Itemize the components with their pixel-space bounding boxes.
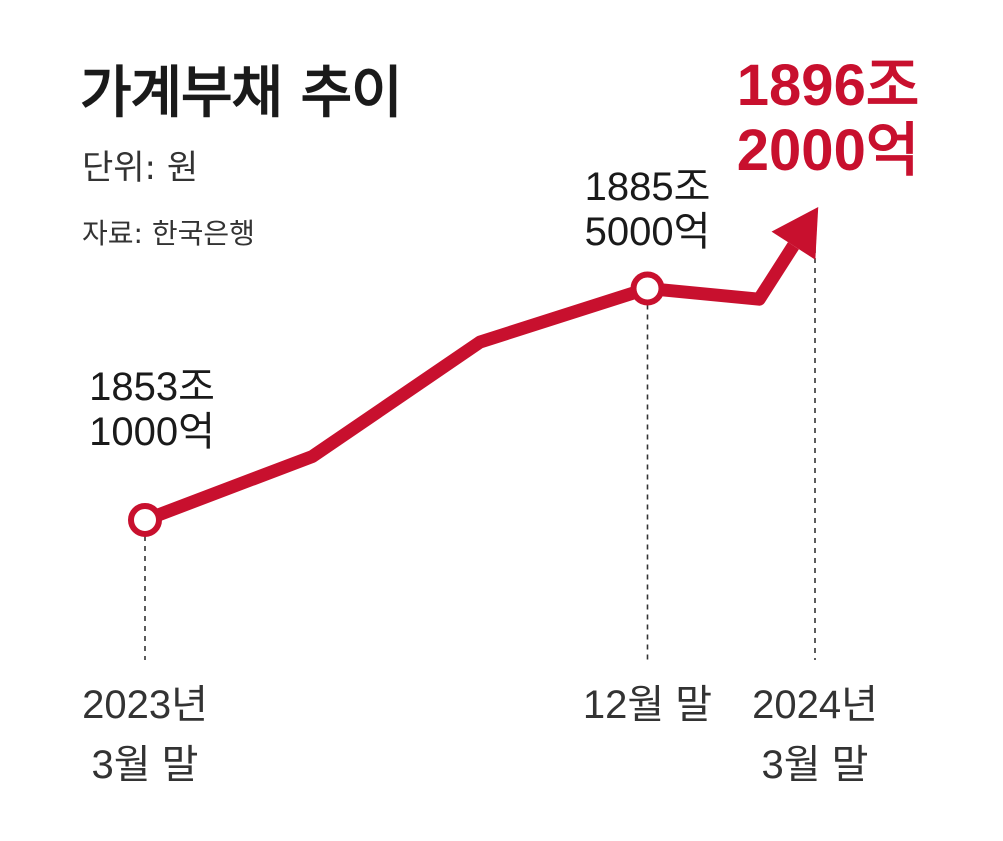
x-tick-label-1-line1: 12월 말 — [583, 683, 712, 727]
value-label-3-line1: 1885조 — [585, 165, 711, 209]
value-label-0-line2: 1000억 — [89, 410, 215, 454]
x-tick-label-2-line1: 2024년 — [752, 683, 878, 727]
chart-title: 가계부채 추이 — [80, 61, 403, 126]
x-tick-label-0-line1: 2023년 — [82, 683, 208, 727]
arrowhead — [771, 206, 819, 260]
x-tick-label-0-line2: 3월 말 — [92, 743, 199, 787]
value-label-5-line1: 1896조 — [737, 53, 919, 118]
data-point-marker-3 — [630, 271, 665, 306]
unit-note: 단위: 원 — [82, 148, 199, 188]
x-tick-label-2-line2: 3월 말 — [762, 743, 869, 787]
source-note: 자료: 한국은행 — [82, 217, 255, 250]
value-label-3-line2: 5000억 — [585, 210, 711, 254]
value-label-0-line1: 1853조 — [89, 365, 215, 409]
series-line — [142, 242, 799, 527]
value-label-5-line2: 2000억 — [737, 118, 919, 183]
data-point-marker-0 — [128, 503, 162, 537]
